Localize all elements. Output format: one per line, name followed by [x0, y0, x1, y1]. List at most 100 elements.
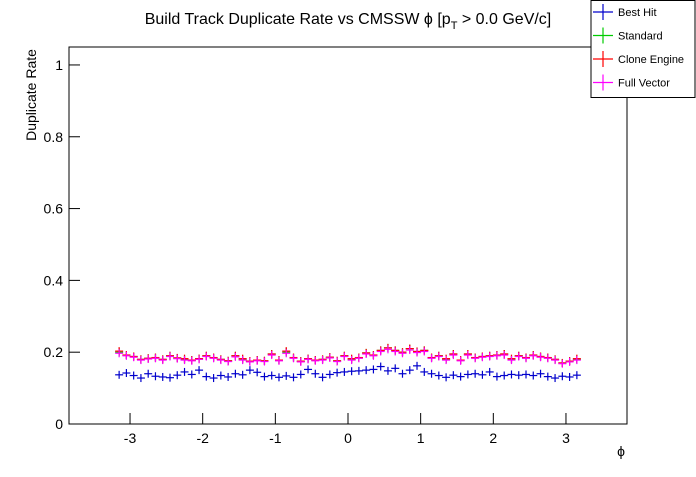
x-tick-label: -2 [196, 430, 209, 446]
data-point [362, 349, 371, 358]
data-point [238, 356, 247, 365]
data-point [362, 366, 371, 375]
title-main: Build Track Duplicate Rate vs CMSSW ϕ [p [145, 11, 451, 28]
y-tick-label: 1 [55, 57, 63, 73]
data-point [376, 347, 385, 356]
data-point [158, 372, 167, 381]
data-point [282, 371, 291, 380]
data-point [529, 351, 538, 360]
data-point [478, 353, 487, 362]
data-point [405, 346, 414, 355]
data-point [565, 357, 574, 366]
data-point [427, 369, 436, 378]
data-point [129, 371, 138, 380]
data-point [195, 366, 204, 375]
data-point [318, 373, 327, 382]
data-point [333, 368, 342, 377]
data-point [144, 369, 153, 378]
data-point [463, 370, 472, 379]
data-point [536, 353, 545, 362]
title-end: > 0.0 GeV/c] [457, 11, 551, 28]
data-point [115, 349, 124, 358]
data-point [383, 366, 392, 375]
data-point [420, 347, 429, 356]
data-point [289, 354, 298, 363]
data-point [340, 352, 349, 361]
data-point [245, 357, 254, 366]
legend-symbol [593, 51, 613, 67]
data-point [420, 367, 429, 376]
data-point [333, 357, 342, 366]
data-point [209, 354, 218, 363]
data-point [413, 348, 422, 357]
data-point [485, 367, 494, 376]
data-point [144, 355, 153, 364]
legend-label: Full Vector [618, 78, 670, 90]
x-tick-label: 3 [562, 430, 570, 446]
chart-title: Build Track Duplicate Rate vs CMSSW ϕ [p… [145, 11, 552, 32]
data-point [434, 371, 443, 380]
y-tick-label: 0.6 [44, 201, 64, 217]
data-point [347, 367, 356, 376]
data-point [456, 356, 465, 365]
data-point [543, 372, 552, 381]
data-point [245, 366, 254, 375]
data-point [529, 371, 538, 380]
data-point [413, 361, 422, 370]
legend-label: Best Hit [618, 7, 657, 19]
data-point [224, 357, 233, 366]
data-point [391, 347, 400, 356]
legend: Best Hit Standard Clone Engine Full Vector [590, 0, 696, 98]
data-point [216, 356, 225, 365]
data-point [536, 369, 545, 378]
x-tick-label: -3 [124, 430, 137, 446]
data-point [304, 365, 313, 374]
data-point [471, 369, 480, 378]
data-point [522, 370, 531, 379]
data-point [500, 371, 509, 380]
data-point [471, 354, 480, 363]
data-point [405, 366, 414, 375]
data-point [173, 371, 182, 380]
x-tick-label: -1 [269, 430, 282, 446]
data-point [187, 356, 196, 365]
data-point [260, 357, 269, 366]
data-point [296, 357, 305, 366]
data-point [543, 354, 552, 363]
data-point [442, 373, 451, 382]
data-point [492, 351, 501, 360]
data-point [129, 353, 138, 362]
data-point [369, 351, 378, 360]
data-point [340, 367, 349, 376]
x-tick-label: 1 [417, 430, 425, 446]
data-layer [115, 343, 581, 383]
data-point [158, 356, 167, 365]
data-point [238, 370, 247, 379]
legend-symbol [593, 4, 613, 20]
data-point [311, 356, 320, 365]
data-point [267, 351, 276, 360]
data-point [354, 354, 363, 363]
x-tick-label: 2 [489, 430, 497, 446]
data-point [136, 374, 145, 383]
data-point [180, 367, 189, 376]
data-point [267, 371, 276, 380]
data-point [376, 362, 385, 371]
data-point [195, 355, 204, 364]
data-point [282, 349, 291, 358]
data-point [136, 356, 145, 365]
data-point [551, 356, 560, 365]
data-point [507, 370, 516, 379]
data-point [216, 371, 225, 380]
data-point [209, 374, 218, 383]
data-point [572, 356, 581, 365]
data-point [151, 372, 160, 381]
data-point [398, 349, 407, 358]
legend-box [590, 0, 696, 98]
y-axis-label: Duplicate Rate [23, 49, 39, 141]
x-axis-label: ϕ [617, 443, 625, 459]
data-point [122, 369, 131, 378]
data-point [442, 356, 451, 365]
